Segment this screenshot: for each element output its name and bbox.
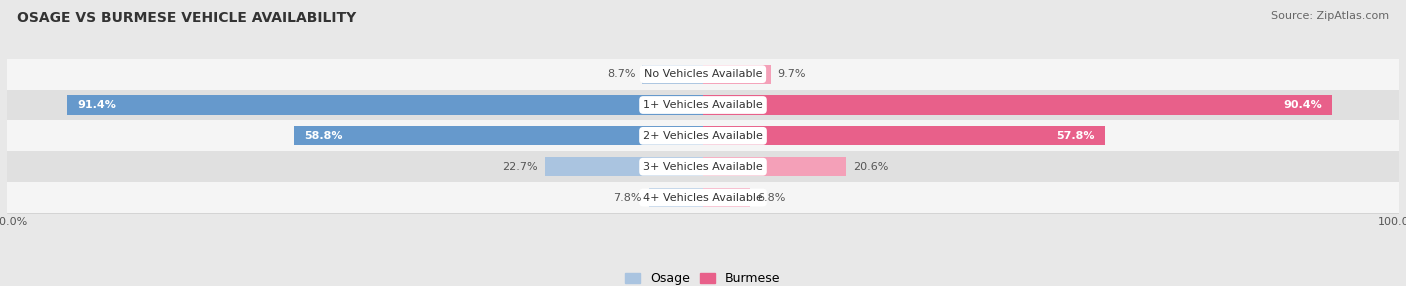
- Text: 3+ Vehicles Available: 3+ Vehicles Available: [643, 162, 763, 172]
- Bar: [703, 157, 846, 176]
- Legend: Osage, Burmese: Osage, Burmese: [620, 267, 786, 286]
- Text: 22.7%: 22.7%: [502, 162, 538, 172]
- Bar: [7, 151, 1399, 182]
- Bar: [7, 120, 1399, 151]
- Text: 7.8%: 7.8%: [613, 192, 641, 202]
- Text: No Vehicles Available: No Vehicles Available: [644, 69, 762, 79]
- Bar: [546, 157, 703, 176]
- Bar: [7, 90, 1399, 120]
- Text: 6.8%: 6.8%: [758, 192, 786, 202]
- Text: 20.6%: 20.6%: [853, 162, 889, 172]
- Text: Source: ZipAtlas.com: Source: ZipAtlas.com: [1271, 11, 1389, 21]
- Bar: [703, 126, 1105, 145]
- Text: 2+ Vehicles Available: 2+ Vehicles Available: [643, 131, 763, 141]
- Text: 57.8%: 57.8%: [1056, 131, 1095, 141]
- Text: 9.7%: 9.7%: [778, 69, 806, 79]
- Bar: [703, 65, 770, 84]
- Text: 90.4%: 90.4%: [1282, 100, 1322, 110]
- Text: 4+ Vehicles Available: 4+ Vehicles Available: [643, 192, 763, 202]
- Text: OSAGE VS BURMESE VEHICLE AVAILABILITY: OSAGE VS BURMESE VEHICLE AVAILABILITY: [17, 11, 356, 25]
- Bar: [294, 126, 703, 145]
- Text: 58.8%: 58.8%: [304, 131, 343, 141]
- Bar: [7, 182, 1399, 213]
- Text: 8.7%: 8.7%: [607, 69, 636, 79]
- Bar: [703, 96, 1331, 115]
- Bar: [703, 188, 751, 207]
- Text: 91.4%: 91.4%: [77, 100, 117, 110]
- Bar: [7, 59, 1399, 90]
- Text: 1+ Vehicles Available: 1+ Vehicles Available: [643, 100, 763, 110]
- Bar: [643, 65, 703, 84]
- Bar: [67, 96, 703, 115]
- Bar: [648, 188, 703, 207]
